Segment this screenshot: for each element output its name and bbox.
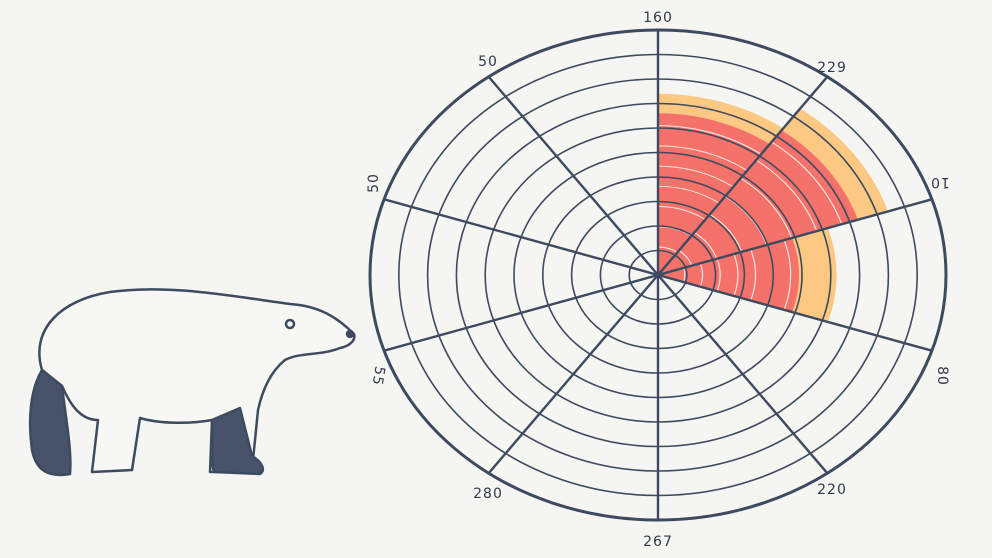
spoke-label: 50 (366, 173, 382, 193)
sector-outer (792, 228, 837, 322)
spoke-label: 80 (934, 366, 950, 386)
spoke-label: 220 (817, 482, 847, 498)
sector-ring (658, 226, 692, 237)
sector-ring (678, 250, 693, 266)
sector-outer (781, 108, 889, 220)
sector-inner (658, 237, 800, 313)
polar-grid (368, 28, 948, 522)
bear-body (38, 288, 356, 474)
spoke-label: 160 (643, 10, 673, 26)
spoke-label: 267 (643, 534, 673, 550)
bear-nose (345, 329, 355, 339)
spoke-label: 55 (368, 365, 387, 387)
sector-ring (658, 246, 678, 253)
spoke-label: 50 (478, 54, 498, 70)
sector-ring (699, 263, 704, 287)
sector-ring (733, 253, 739, 297)
bear-eye (284, 318, 296, 330)
polar-bear (28, 288, 356, 477)
sector-inner (658, 130, 858, 275)
spoke-labels: 160 229 10 80 220 267 280 55 50 50 (366, 10, 950, 550)
sector-ring (750, 249, 756, 301)
sector-ring (783, 239, 792, 311)
sector-ring (682, 267, 686, 283)
sector-inner (658, 113, 770, 275)
bear-back-leg (28, 368, 72, 477)
bear-front-leg (210, 406, 264, 476)
spoke (487, 76, 829, 474)
sector-ring (716, 258, 721, 292)
spoke-label: 280 (473, 486, 503, 502)
spoke-label: 10 (930, 174, 950, 190)
spoke-label: 229 (817, 60, 847, 76)
